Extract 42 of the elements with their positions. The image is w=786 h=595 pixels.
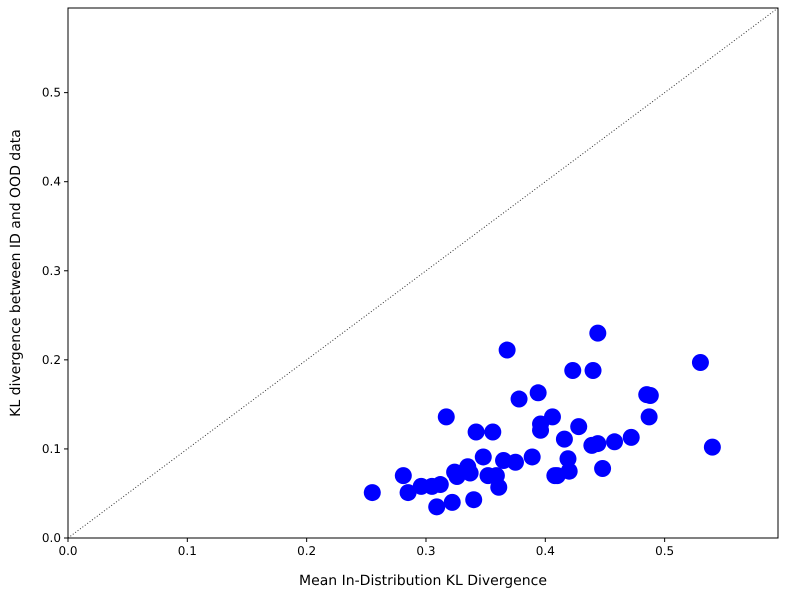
point [428,498,446,516]
point [544,408,561,426]
point [564,362,582,380]
point [704,438,721,456]
point [465,491,482,508]
point [364,484,381,502]
point [506,454,524,471]
point [400,484,417,502]
x-tick-label: 0.3 [416,544,436,558]
point [594,460,612,478]
point [510,390,528,408]
y-tick-label: 0.5 [42,86,61,100]
x-tick-label: 0.5 [655,544,674,558]
point [584,362,602,380]
x-tick-label: 0.0 [58,544,78,558]
point [692,354,709,372]
point [498,342,516,359]
y-tick-label: 0.4 [42,174,61,189]
x-tick-label: 0.1 [178,544,197,558]
point [640,408,658,426]
point [622,428,640,446]
point [444,494,461,511]
point [474,448,492,466]
point [530,384,547,402]
point [570,418,588,436]
point [468,424,485,440]
y-axis-title: KL divergence between ID and OOD data [8,129,24,417]
x-tick-label: 0.4 [536,544,555,558]
y-tick-label: 0.0 [42,531,61,545]
point [524,448,541,466]
point [484,424,502,440]
point [438,408,455,426]
point [606,433,624,450]
point [394,467,412,484]
x-axis-title: Mean In-Distribution KL Divergence [299,573,547,589]
point [589,324,606,342]
y-tick-label: 0.3 [42,264,61,278]
y-tick-label: 0.1 [42,442,61,456]
y-tick-label: 0.2 [42,352,61,367]
x-tick-label: 0.2 [297,544,316,558]
point [556,430,573,448]
point [490,478,508,496]
